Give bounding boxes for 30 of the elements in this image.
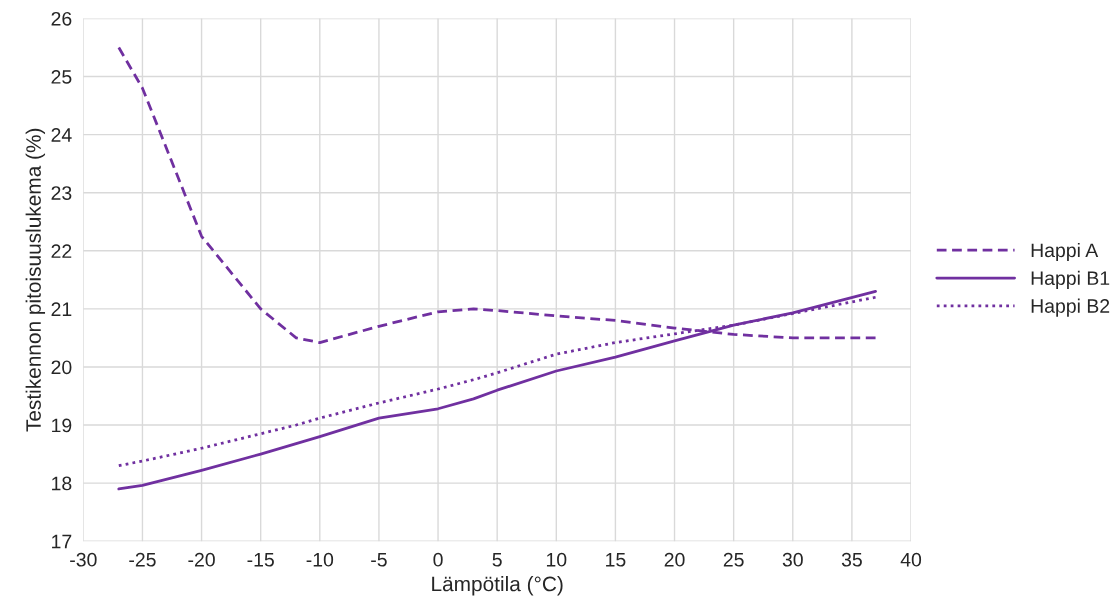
y-tick-label: 18 (52, 476, 72, 491)
y-tick-label: 20 (51, 360, 72, 375)
x-axis-title: Lämpötila (°C) (432, 575, 563, 596)
x-tick-label: 35 (841, 552, 862, 567)
y-tick-label: 22 (51, 244, 72, 258)
x-tick-label: 0 (433, 552, 443, 567)
x-tick-label: 25 (723, 552, 744, 567)
x-tick-label: 20 (664, 552, 685, 567)
y-tick-label: 17 (52, 534, 72, 549)
x-tick-label: 40 (900, 552, 922, 567)
legend-label: Happi B1 (1031, 270, 1110, 289)
y-axis-title: Testikennon pitoisuuslukema (%) (25, 128, 46, 432)
x-tick-label: -10 (306, 552, 334, 567)
legend-label: Happi B2 (1031, 298, 1110, 317)
y-tick-label: 21 (51, 302, 72, 316)
x-tick-label: 15 (606, 553, 626, 567)
x-tick-label: 30 (782, 552, 803, 567)
x-tick-label: -30 (70, 552, 97, 567)
x-tick-label: -25 (129, 552, 156, 567)
x-tick-label: -5 (371, 553, 387, 567)
y-tick-label: 23 (51, 186, 72, 200)
x-tick-label: -20 (188, 552, 215, 567)
y-tick-label: 26 (51, 11, 72, 26)
legend-label: Happi A (1031, 242, 1099, 262)
x-tick-label: -15 (247, 553, 274, 567)
x-tick-label: 10 (546, 552, 567, 567)
y-tick-label: 24 (51, 128, 72, 142)
y-tick-label: 19 (52, 418, 72, 433)
x-tick-label: 5 (492, 553, 502, 567)
y-tick-label: 25 (51, 70, 72, 84)
